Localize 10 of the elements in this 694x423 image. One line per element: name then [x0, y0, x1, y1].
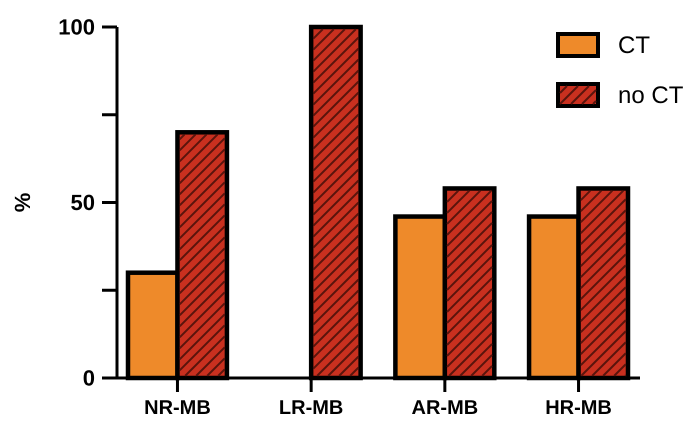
- legend-label: no CT: [618, 82, 684, 109]
- legend-label: CT: [618, 32, 650, 59]
- y-tick-label: 0: [82, 366, 95, 391]
- x-tick-label: LR-MB: [278, 397, 344, 419]
- x-tick-label: AR-MB: [412, 397, 478, 419]
- y-axis-title: %: [10, 192, 35, 212]
- x-tick-label: NR-MB: [144, 397, 211, 419]
- x-tick-label: HR-MB: [545, 397, 612, 419]
- y-tick-label: 50: [70, 190, 95, 216]
- y-tick-label: 100: [58, 14, 95, 40]
